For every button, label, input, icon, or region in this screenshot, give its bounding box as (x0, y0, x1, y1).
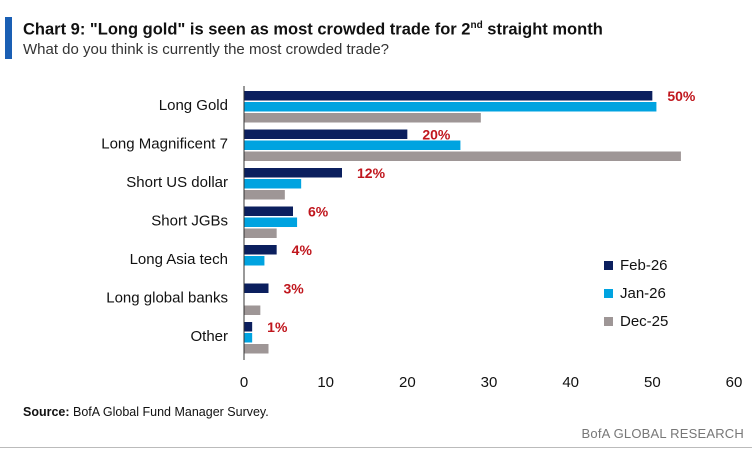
data-label-long-asia-tech: 4% (292, 242, 313, 258)
bar-dec-25-short-us-dollar (244, 190, 285, 200)
bar-feb-26-short-jgbs (244, 206, 293, 216)
legend-label-feb-26: Feb-26 (620, 257, 668, 274)
bar-jan-26-long-asia-tech (244, 256, 265, 266)
x-tick-label-10: 10 (317, 374, 334, 391)
bar-feb-26-long-global-banks (244, 283, 269, 293)
bar-feb-26-other (244, 322, 253, 332)
category-label-other: Other (190, 328, 228, 345)
brand-label: BofA GLOBAL RESEARCH (581, 426, 744, 441)
legend-label-dec-25: Dec-25 (620, 313, 668, 330)
legend-label-jan-26: Jan-26 (620, 285, 666, 302)
bar-feb-26-long-gold (244, 91, 653, 101)
category-label-long-global-banks: Long global banks (106, 290, 228, 307)
x-tick-label-0: 0 (240, 374, 248, 391)
category-label-short-us-dollar: Short US dollar (126, 174, 228, 191)
legend-swatch-jan-26 (604, 289, 613, 298)
bar-dec-25-long-gold (244, 113, 481, 123)
bar-feb-26-long-magnificent-7 (244, 129, 408, 139)
chart-subtitle: What do you think is currently the most … (23, 41, 390, 58)
data-label-short-jgbs: 6% (308, 204, 329, 220)
legend-swatch-dec-25 (604, 317, 613, 326)
data-label-short-us-dollar: 12% (357, 165, 386, 181)
category-label-short-jgbs: Short JGBs (151, 213, 228, 230)
data-label-long-magnificent-7: 20% (422, 127, 451, 143)
bar-jan-26-short-jgbs (244, 217, 298, 227)
bar-jan-26-other (244, 333, 253, 343)
bar-dec-25-long-global-banks (244, 305, 261, 315)
bar-dec-25-other (244, 344, 269, 354)
bar-dec-25-short-jgbs (244, 228, 277, 238)
title-accent-bar (5, 17, 12, 59)
source-note: Source: BofA Global Fund Manager Survey. (23, 405, 269, 419)
category-label-long-magnificent-7: Long Magnificent 7 (101, 136, 228, 153)
category-label-long-asia-tech: Long Asia tech (130, 251, 228, 268)
x-tick-label-30: 30 (481, 374, 498, 391)
data-label-other: 1% (267, 319, 288, 335)
bar-jan-26-long-magnificent-7 (244, 140, 461, 150)
bar-dec-25-long-magnificent-7 (244, 151, 681, 161)
bottom-divider (0, 447, 752, 448)
bar-feb-26-long-asia-tech (244, 245, 277, 255)
x-tick-label-60: 60 (726, 374, 743, 391)
x-tick-label-50: 50 (644, 374, 661, 391)
x-tick-label-20: 20 (399, 374, 416, 391)
x-tick-label-40: 40 (562, 374, 579, 391)
chart-title: Chart 9: "Long gold" is seen as most cro… (23, 20, 603, 39)
bar-jan-26-long-gold (244, 102, 657, 112)
legend-swatch-feb-26 (604, 261, 613, 270)
bar-jan-26-short-us-dollar (244, 179, 302, 189)
bar-feb-26-short-us-dollar (244, 168, 342, 178)
category-label-long-gold: Long Gold (159, 97, 228, 114)
data-label-long-gold: 50% (667, 88, 696, 104)
data-label-long-global-banks: 3% (284, 281, 305, 297)
